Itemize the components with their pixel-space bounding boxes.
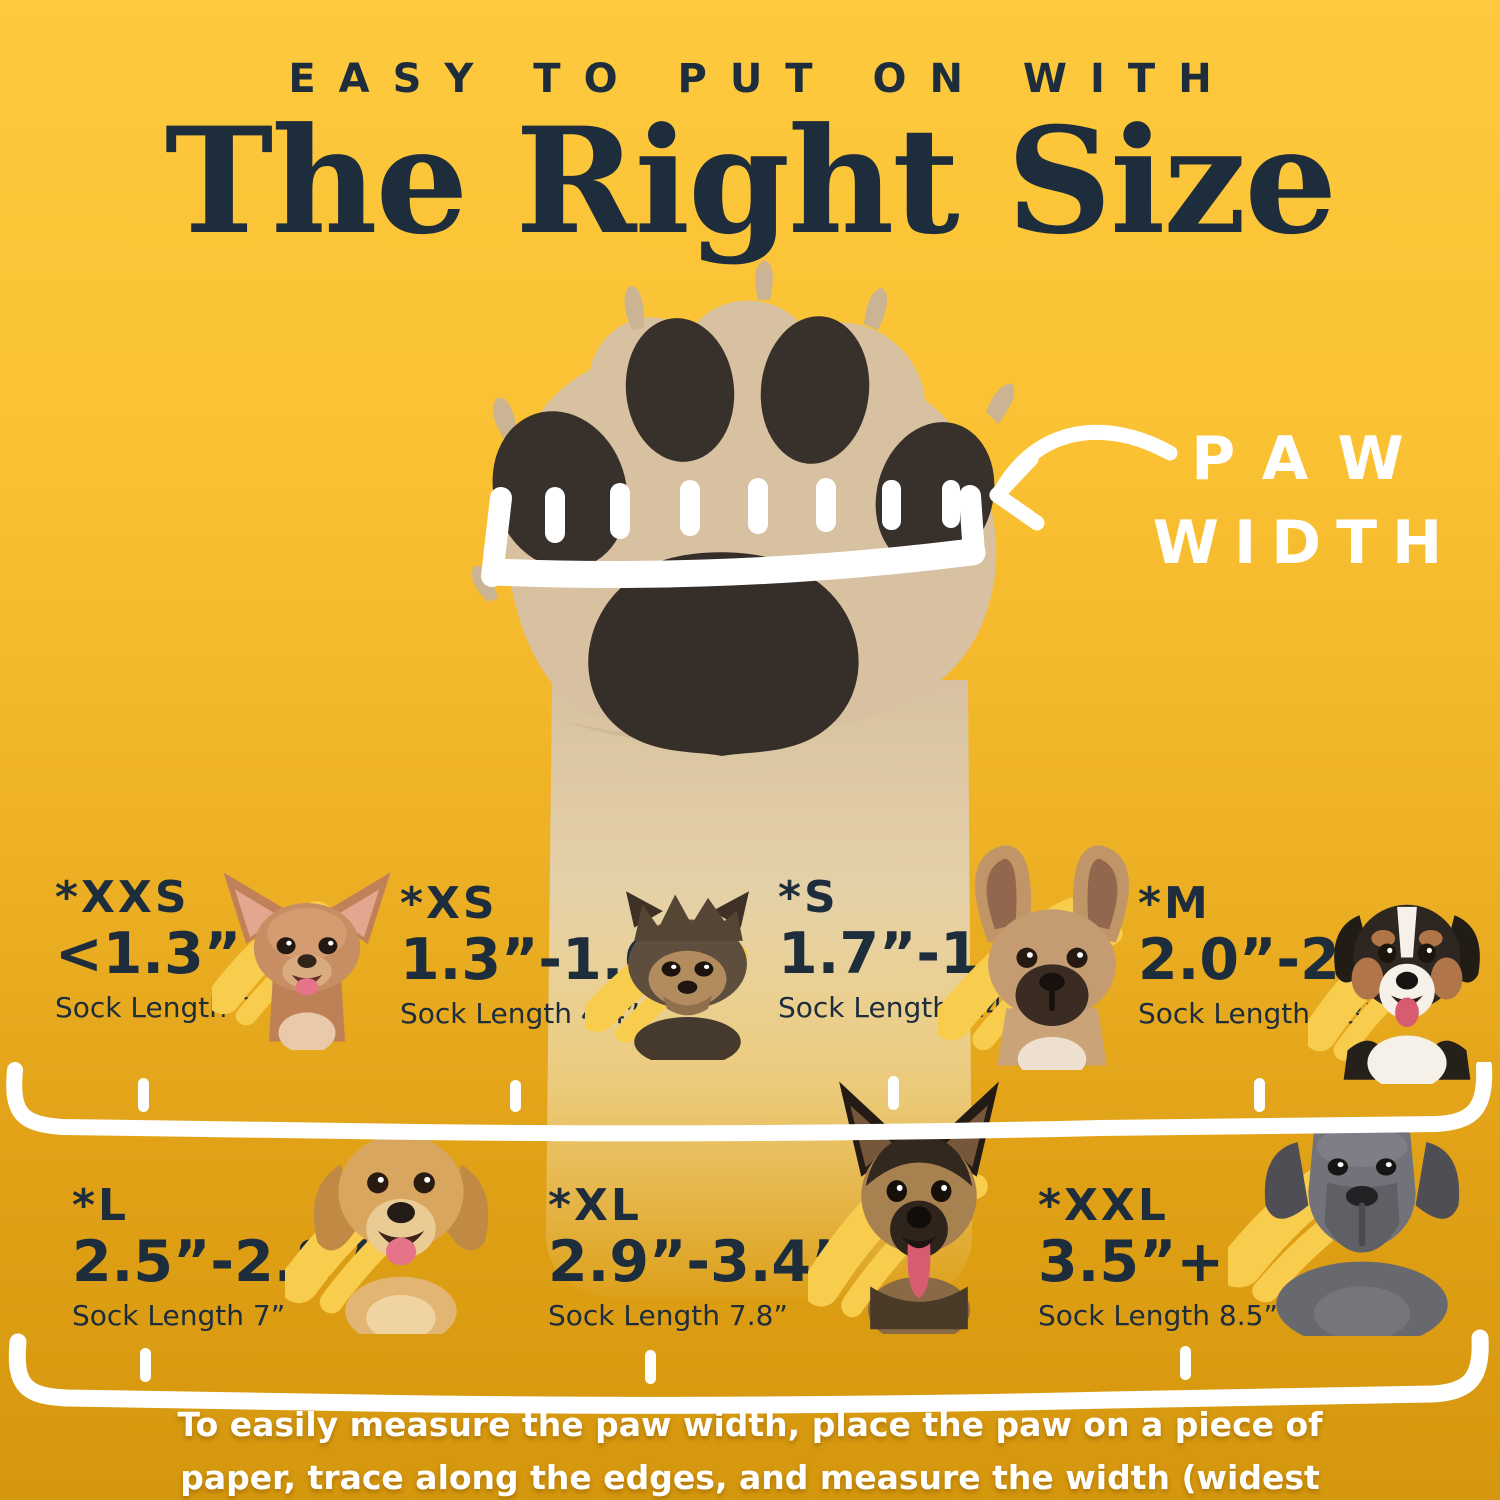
arrow-svg: [989, 424, 1178, 531]
paw-width-label: PAW WIDTH: [1125, 424, 1470, 578]
gsd-illustration: [808, 1081, 999, 1334]
golden-illustration: [285, 1134, 489, 1334]
paw-width-measure-line: [481, 485, 986, 588]
measurement-instructions: To easily measure the paw width, place t…: [177, 1405, 1323, 1498]
size-block-xxl: *XXL 3.5”+ Sock Length 8.5”: [1038, 1180, 1278, 1332]
german-shepherd-photo: [808, 1072, 1030, 1334]
row1-ruler-line: [0, 1058, 1500, 1162]
paw-width-range: 2.9”-3.4”: [548, 1229, 849, 1295]
central-pad: [588, 552, 859, 756]
measure-dashes: [545, 478, 960, 543]
size-label: *XXL: [1038, 1180, 1169, 1231]
chihuahua-photo: [212, 862, 402, 1050]
paw-width-range: 3.5”+: [1038, 1229, 1225, 1295]
size-label: *XL: [548, 1180, 642, 1231]
size-label: *XS: [400, 878, 498, 929]
row2-ruler-line: [0, 1328, 1500, 1428]
sock-length: Sock Length 7”: [72, 1298, 286, 1332]
australian-shepherd-photo: [1308, 852, 1500, 1084]
row1-ruler-svg: [6, 1058, 1493, 1142]
frenchie-illustration: [938, 845, 1129, 1070]
golden-retriever-photo: [285, 1082, 517, 1334]
size-label: *XXS: [55, 872, 190, 923]
size-block-xxs: *XXS <1.3” Sock Length 3”: [55, 872, 268, 1024]
chihuahua-illustration: [212, 872, 391, 1050]
sock-length: Sock Length 8.5”: [1038, 1298, 1278, 1332]
header-kicker: EASY TO PUT ON WITH: [288, 56, 1235, 102]
size-label: *S: [778, 872, 839, 923]
sock-length: Sock Length 7.8”: [548, 1298, 788, 1332]
size-label: *L: [72, 1180, 130, 1231]
paw-width-label-line2: WIDTH: [1152, 508, 1458, 578]
french-bulldog-photo: [938, 828, 1166, 1070]
hand-drawn-arrow-icon: [955, 415, 1185, 565]
page-title: The Right Size: [164, 96, 1338, 267]
dane-illustration: [1228, 1124, 1460, 1336]
paw-width-label-line1: PAW: [1191, 424, 1436, 494]
great-dane-photo: [1228, 1088, 1496, 1336]
yorkie-illustration: [585, 891, 749, 1060]
size-block-xl: *XL 2.9”-3.4” Sock Length 7.8”: [548, 1180, 849, 1332]
size-label: *M: [1138, 878, 1211, 929]
row2-ruler-svg: [8, 1329, 1489, 1414]
paw-width-range: <1.3”: [55, 921, 242, 987]
yorkshire-terrier-photo: [585, 878, 790, 1060]
aussie-illustration: [1308, 904, 1480, 1084]
